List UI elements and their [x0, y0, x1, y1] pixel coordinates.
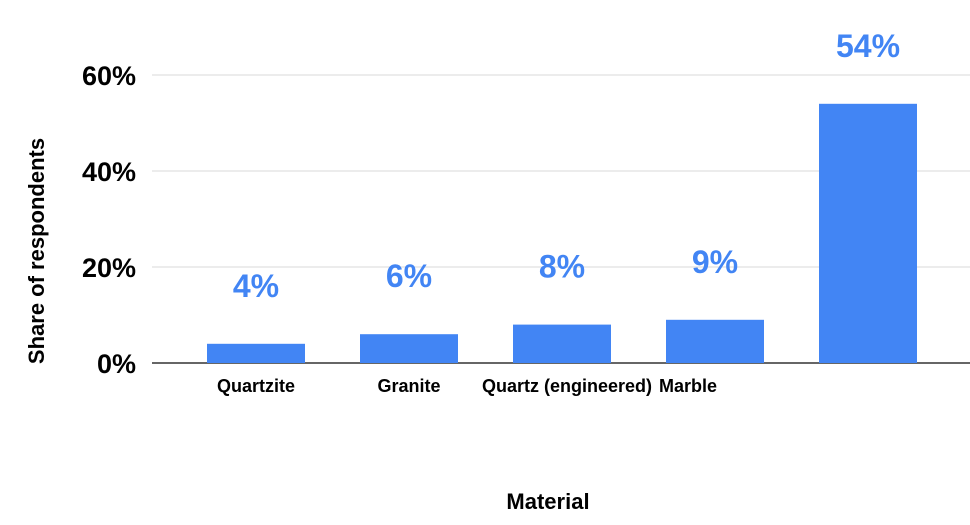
- y-tick-label: 40%: [82, 157, 136, 187]
- bar: [513, 324, 611, 363]
- bar: [819, 103, 917, 364]
- data-label: 9%: [692, 244, 738, 280]
- category-label: Quartz (engineered): [482, 376, 652, 396]
- data-labels: 4% 6% 8% 9% 54%: [233, 28, 900, 304]
- y-axis-title: Share of respondents: [24, 138, 49, 364]
- category-label: Granite: [377, 376, 440, 396]
- y-tick-labels: 0% 20% 40% 60%: [82, 61, 136, 379]
- bar: [360, 334, 458, 363]
- bar: [666, 319, 764, 363]
- category-label: Marble: [659, 376, 717, 396]
- y-tick-label: 60%: [82, 61, 136, 91]
- data-label: 4%: [233, 268, 279, 304]
- bars: [207, 103, 917, 364]
- y-tick-label: 20%: [82, 253, 136, 283]
- category-label: Quartzite: [217, 376, 295, 396]
- data-label: 6%: [386, 258, 432, 294]
- data-label: 54%: [836, 28, 900, 64]
- category-labels: Quartzite Granite Quartz (engineered) Marbl…: [217, 376, 717, 396]
- bar: [207, 343, 305, 363]
- x-axis-title: Material: [506, 489, 589, 514]
- data-label: 8%: [539, 249, 585, 285]
- y-tick-label: 0%: [97, 349, 136, 379]
